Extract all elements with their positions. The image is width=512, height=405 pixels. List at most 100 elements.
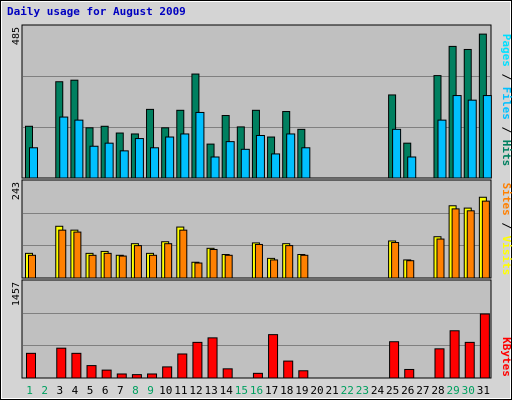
kbytes-bar xyxy=(162,366,173,379)
files-bar xyxy=(89,145,99,179)
sites-bar xyxy=(118,255,127,279)
files-bar xyxy=(104,142,114,179)
sites-bar xyxy=(451,208,460,279)
sites-bar xyxy=(270,259,279,279)
files-bar xyxy=(407,156,417,179)
kbytes-bar xyxy=(404,368,415,379)
day-label: 27 xyxy=(416,384,429,397)
kbytes-bar xyxy=(177,353,188,379)
files-bar xyxy=(195,111,205,179)
kbytes-bar xyxy=(389,341,400,379)
files-bar xyxy=(271,153,281,179)
day-label: 1 xyxy=(26,384,33,397)
files-bar xyxy=(210,156,220,179)
day-label: 25 xyxy=(386,384,399,397)
sites-bar xyxy=(224,254,233,279)
day-label: 18 xyxy=(280,384,293,397)
day-label: 30 xyxy=(462,384,475,397)
legend-sep: / xyxy=(500,67,512,87)
sites-bar xyxy=(209,248,218,279)
files-bar xyxy=(134,138,144,179)
files-bar xyxy=(225,141,235,179)
day-label: 29 xyxy=(447,384,460,397)
files-bar xyxy=(29,147,38,179)
sites-bar xyxy=(179,229,188,279)
mid-legend: Sites / Visits xyxy=(500,183,512,276)
bot-panel-bg xyxy=(21,279,492,379)
sites-bar xyxy=(406,260,415,279)
kbytes-bar xyxy=(434,348,445,379)
sites-bar xyxy=(254,243,263,279)
kbytes-bar xyxy=(26,352,36,379)
day-label: 14 xyxy=(220,384,234,397)
sites-bar xyxy=(391,242,400,279)
files-bar xyxy=(437,119,447,179)
files-bar xyxy=(180,133,190,179)
files-bar xyxy=(59,116,69,179)
kbytes-bar xyxy=(283,360,294,379)
sites-bar xyxy=(300,254,309,279)
legend-hits: Hits xyxy=(500,140,512,167)
sites-bar xyxy=(103,252,112,279)
files-bar xyxy=(74,119,84,179)
day-label: 5 xyxy=(87,384,94,397)
day-label: 12 xyxy=(189,384,202,397)
bot-legend: KBytes xyxy=(500,337,512,377)
kbytes-bar xyxy=(86,365,97,379)
kbytes-bar xyxy=(101,369,112,379)
top-legend: Pages / Files / Hits xyxy=(500,34,512,167)
day-label: 8 xyxy=(132,384,139,397)
day-label: 13 xyxy=(204,384,217,397)
chart-title: Daily usage for August 2009 xyxy=(7,5,186,18)
day-label: 4 xyxy=(72,384,79,397)
kbytes-bar xyxy=(147,373,158,379)
day-label: 24 xyxy=(371,384,385,397)
day-label: 26 xyxy=(401,384,414,397)
day-label: 21 xyxy=(326,384,339,397)
chart-frame-highlight xyxy=(1,1,511,399)
day-label: 10 xyxy=(159,384,172,397)
files-bar xyxy=(392,128,402,179)
sites-bar xyxy=(28,254,36,279)
sites-bar xyxy=(285,245,294,279)
day-label: 11 xyxy=(174,384,187,397)
files-bar xyxy=(301,147,311,179)
kbytes-bar xyxy=(449,330,460,379)
sites-bar xyxy=(481,200,490,279)
files-bar xyxy=(255,134,265,179)
legend-sep: / xyxy=(500,120,512,140)
day-label: 6 xyxy=(102,384,109,397)
day-label: 2 xyxy=(41,384,48,397)
files-bar xyxy=(452,95,462,179)
day-label: 22 xyxy=(341,384,354,397)
files-bar xyxy=(467,99,477,179)
kbytes-bar xyxy=(222,368,233,379)
sites-bar xyxy=(436,238,445,279)
kbytes-bar xyxy=(207,337,218,379)
day-label: 7 xyxy=(117,384,124,397)
sites-bar xyxy=(58,229,67,279)
legend-pages: Pages xyxy=(500,34,512,67)
legend-files: Files xyxy=(500,87,512,120)
kbytes-bar xyxy=(252,372,263,379)
kbytes-bar xyxy=(56,347,67,379)
kbytes-bar xyxy=(71,352,82,379)
kbytes-bar xyxy=(479,313,490,379)
mid-max-label: 243 xyxy=(11,182,22,200)
day-label: 15 xyxy=(235,384,248,397)
sites-bar xyxy=(149,254,158,279)
day-label: 20 xyxy=(310,384,323,397)
sites-bar xyxy=(466,210,475,279)
files-bar xyxy=(286,133,296,179)
bot-max-label: 1457 xyxy=(11,282,22,306)
kbytes-bar xyxy=(298,370,309,379)
sites-bar xyxy=(194,262,203,279)
legend-sep: / xyxy=(500,216,512,236)
files-bar xyxy=(165,136,175,179)
legend-sites: Sites xyxy=(500,183,512,216)
files-bar xyxy=(150,147,160,179)
files-bar xyxy=(240,148,250,179)
legend-kbytes: KBytes xyxy=(500,337,512,377)
